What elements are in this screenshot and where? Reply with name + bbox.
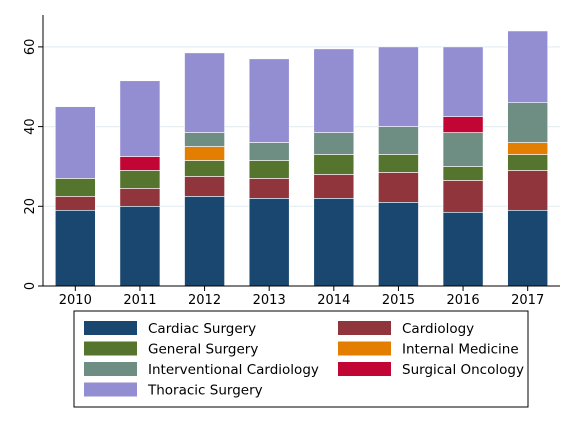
bar-segment xyxy=(185,147,225,161)
y-tick-label: 0 xyxy=(23,282,38,290)
bar-segment xyxy=(443,47,483,117)
bar-segment xyxy=(443,133,483,167)
bar-segment xyxy=(55,196,95,210)
bar-segment xyxy=(508,143,548,155)
bars xyxy=(55,31,547,286)
legend-label: General Surgery xyxy=(148,342,258,358)
bar-segment xyxy=(249,143,289,161)
y-tick-label: 20 xyxy=(23,198,38,215)
bar-segment xyxy=(378,127,418,155)
bar-segment xyxy=(120,156,160,170)
bar-segment xyxy=(378,154,418,172)
legend-swatch xyxy=(84,342,137,356)
bar-segment xyxy=(249,160,289,178)
bar-segment xyxy=(55,210,95,286)
y-tick-label: 40 xyxy=(23,118,38,135)
legend: Cardiac Surgery Cardiology General Surgery… xyxy=(74,311,528,407)
bar-segment xyxy=(249,59,289,143)
bar-segment xyxy=(378,47,418,127)
bar-segment xyxy=(378,202,418,286)
bar-segment xyxy=(120,206,160,286)
bar-segment xyxy=(249,198,289,286)
bar-segment xyxy=(508,103,548,143)
legend-label: Internal Medicine xyxy=(402,342,519,358)
bar-segment xyxy=(508,210,548,286)
legend-swatch xyxy=(338,342,391,356)
bar-segment xyxy=(508,31,548,103)
legend-label: Thoracic Surgery xyxy=(147,383,263,399)
bar-segment xyxy=(185,53,225,133)
legend-swatch xyxy=(338,362,391,376)
x-tick-label: 2017 xyxy=(511,293,544,308)
bar-segment xyxy=(185,160,225,176)
bar-segment xyxy=(443,166,483,180)
bar-segment xyxy=(443,117,483,133)
bar-segment xyxy=(314,174,354,198)
legend-label: Cardiology xyxy=(402,321,474,337)
x-tick-label: 2013 xyxy=(253,293,286,308)
bar-segment xyxy=(443,212,483,286)
legend-swatch xyxy=(338,321,391,335)
bar-segment xyxy=(508,170,548,210)
bar-segment xyxy=(120,188,160,206)
bar-segment xyxy=(378,172,418,202)
x-tick-label: 2014 xyxy=(317,293,350,308)
legend-swatch xyxy=(84,362,137,376)
bar-segment xyxy=(443,180,483,212)
bar-segment xyxy=(120,170,160,188)
bar-segment xyxy=(314,154,354,174)
legend-swatch xyxy=(84,383,137,397)
bar-segment xyxy=(249,178,289,198)
bar-segment xyxy=(314,198,354,286)
legend-label: Interventional Cardiology xyxy=(148,362,319,378)
bar-segment xyxy=(55,178,95,196)
bar-segment xyxy=(314,133,354,155)
x-tick-label: 2015 xyxy=(382,293,415,308)
x-tick-label: 2010 xyxy=(59,293,92,308)
bar-segment xyxy=(185,176,225,196)
bar-segment xyxy=(185,196,225,286)
legend-label: Cardiac Surgery xyxy=(148,321,256,337)
bar-segment xyxy=(120,81,160,157)
bar-segment xyxy=(55,107,95,179)
legend-swatch xyxy=(84,321,137,335)
bar-segment xyxy=(185,133,225,147)
x-tick-label: 2011 xyxy=(123,293,156,308)
x-tick-label: 2012 xyxy=(188,293,221,308)
y-tick-label: 60 xyxy=(23,39,38,56)
bar-segment xyxy=(508,154,548,170)
legend-label: Surgical Oncology xyxy=(402,362,524,378)
bar-segment xyxy=(314,49,354,133)
x-tick-label: 2016 xyxy=(447,293,480,308)
